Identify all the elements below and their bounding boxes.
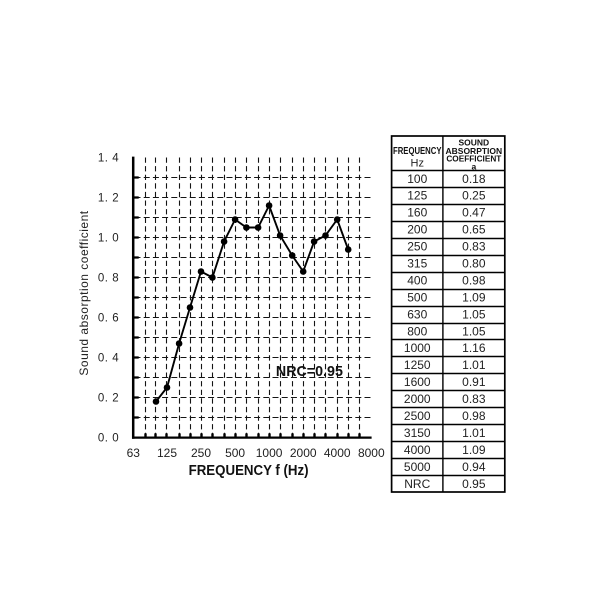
svg-text:1.01: 1.01 xyxy=(462,358,486,372)
svg-text:5000: 5000 xyxy=(404,460,431,474)
svg-text:1250: 1250 xyxy=(404,358,431,372)
svg-text:SOUND: SOUND xyxy=(458,137,489,147)
svg-text:NRC=0.95: NRC=0.95 xyxy=(276,363,343,380)
svg-text:0.94: 0.94 xyxy=(462,460,486,474)
svg-text:0.95: 0.95 xyxy=(462,477,486,491)
svg-text:4000: 4000 xyxy=(404,443,431,457)
svg-text:0.80: 0.80 xyxy=(462,257,486,271)
svg-text:1600: 1600 xyxy=(404,375,431,389)
svg-text:0.83: 0.83 xyxy=(462,392,486,406)
svg-text:COEFFICIENT: COEFFICIENT xyxy=(446,154,502,164)
svg-text:a: a xyxy=(471,161,476,171)
svg-text:630: 630 xyxy=(407,307,427,321)
svg-text:2000: 2000 xyxy=(290,446,317,460)
svg-text:2500: 2500 xyxy=(404,409,431,423)
svg-text:3150: 3150 xyxy=(404,426,431,440)
svg-text:0.98: 0.98 xyxy=(462,274,486,288)
svg-text:125: 125 xyxy=(157,446,177,460)
svg-text:8000: 8000 xyxy=(358,446,385,460)
svg-text:315: 315 xyxy=(407,257,427,271)
svg-text:ABSORPTION: ABSORPTION xyxy=(446,146,503,156)
svg-text:0. 2: 0. 2 xyxy=(98,393,119,405)
svg-text:1.05: 1.05 xyxy=(462,324,486,338)
svg-text:FREQUENCY f (Hz): FREQUENCY f (Hz) xyxy=(189,463,309,479)
svg-text:FREQUENCY: FREQUENCY xyxy=(393,146,442,157)
svg-text:1.16: 1.16 xyxy=(462,341,486,355)
svg-text:0. 6: 0. 6 xyxy=(98,313,119,325)
svg-text:0.65: 0.65 xyxy=(462,223,486,237)
svg-text:4000: 4000 xyxy=(324,446,351,460)
svg-text:Hz: Hz xyxy=(411,158,424,170)
svg-text:0. 4: 0. 4 xyxy=(98,353,119,365)
svg-text:400: 400 xyxy=(407,274,427,288)
svg-text:160: 160 xyxy=(407,206,427,220)
svg-text:Sound absorption coefficient: Sound absorption coefficient xyxy=(77,210,91,375)
svg-text:500: 500 xyxy=(407,290,427,304)
svg-text:250: 250 xyxy=(191,446,211,460)
svg-text:NRC: NRC xyxy=(404,477,430,491)
svg-text:0.25: 0.25 xyxy=(462,189,486,203)
svg-text:1.05: 1.05 xyxy=(462,307,486,321)
svg-text:0. 8: 0. 8 xyxy=(98,273,119,285)
svg-text:0.47: 0.47 xyxy=(462,206,486,220)
svg-text:1. 0: 1. 0 xyxy=(98,233,119,245)
svg-text:200: 200 xyxy=(407,223,427,237)
svg-text:0.91: 0.91 xyxy=(462,375,486,389)
svg-text:1.09: 1.09 xyxy=(462,290,486,304)
svg-text:125: 125 xyxy=(407,189,427,203)
svg-text:500: 500 xyxy=(225,446,245,460)
svg-text:1. 4: 1. 4 xyxy=(98,153,119,165)
svg-text:1000: 1000 xyxy=(404,341,431,355)
svg-text:1.09: 1.09 xyxy=(462,443,486,457)
svg-text:0.98: 0.98 xyxy=(462,409,486,423)
svg-text:63: 63 xyxy=(127,446,141,460)
svg-text:0.18: 0.18 xyxy=(462,172,486,186)
svg-text:1000: 1000 xyxy=(256,446,283,460)
svg-text:0.83: 0.83 xyxy=(462,240,486,254)
svg-text:2000: 2000 xyxy=(404,392,431,406)
svg-text:800: 800 xyxy=(407,324,427,338)
svg-text:0. 0: 0. 0 xyxy=(98,433,119,445)
svg-text:250: 250 xyxy=(407,240,427,254)
svg-text:100: 100 xyxy=(407,172,427,186)
svg-text:1.01: 1.01 xyxy=(462,426,486,440)
svg-text:1. 2: 1. 2 xyxy=(98,193,119,205)
